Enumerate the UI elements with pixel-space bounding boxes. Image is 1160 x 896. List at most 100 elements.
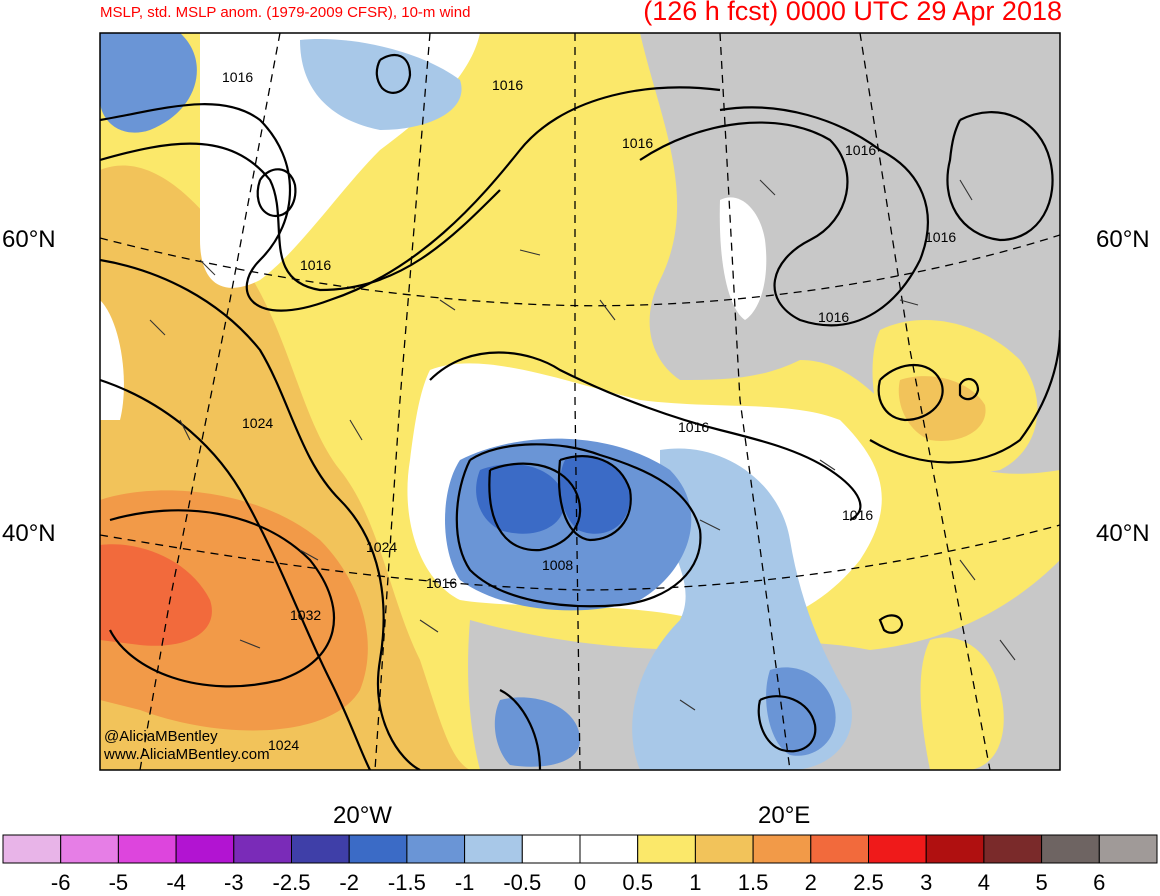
- anomaly-region-red: [100, 544, 212, 646]
- isobar-line: [375, 53, 412, 94]
- colorbar-tick-label: -6: [50, 870, 71, 895]
- lat-label-60n-left: 60°N: [2, 226, 56, 253]
- colorbar-swatch: [983, 834, 1043, 864]
- colorbar-tick-label: 5: [1035, 870, 1048, 895]
- isobar-line: [100, 378, 371, 770]
- colorbar-swatch: [60, 834, 119, 864]
- colorbar-swatch: [637, 834, 696, 864]
- colorbar-tick-label: 3: [920, 870, 933, 895]
- wind-barb: [149, 319, 166, 336]
- colorbar-tick-label: -1.5: [387, 870, 426, 895]
- wind-barb: [419, 619, 439, 633]
- isobar-line: [455, 443, 702, 608]
- isobar-label: 1016: [622, 135, 653, 151]
- isobar-line: [100, 258, 421, 770]
- anomaly-region-east-yellow-south: [920, 637, 1004, 770]
- colorbar: [2, 834, 1158, 864]
- anomaly-region-east-orange: [898, 376, 986, 441]
- colorbar-swatch: [1098, 834, 1158, 864]
- colorbar-tick-label: 1.5: [737, 870, 769, 895]
- wind-barb: [239, 639, 261, 649]
- map-title: MSLP, std. MSLP anom. (1979-2009 CFSR), …: [100, 4, 471, 21]
- isobar-label: 1008: [542, 557, 573, 573]
- isobar-label: 1016: [678, 419, 709, 435]
- lat-label-60n-right: 60°N: [1096, 226, 1150, 253]
- isobar-label: 1016: [300, 257, 331, 273]
- colorbar-swatch: [464, 834, 523, 864]
- anomaly-region-positive-sw: [100, 300, 124, 420]
- wind-barb: [599, 299, 616, 321]
- colorbar-swatch: [579, 834, 639, 864]
- colorbar-tick-label: -4: [166, 870, 186, 895]
- isobar-label: 1024: [268, 737, 299, 753]
- colorbar-swatch: [2, 834, 62, 864]
- wind-barb: [349, 419, 363, 441]
- isobar-line: [256, 168, 297, 218]
- isobar-label: 1016: [426, 575, 457, 591]
- wind-barb: [519, 249, 541, 256]
- colorbar-swatch: [868, 834, 927, 864]
- credit-handle: @AliciaMBentley: [104, 728, 218, 745]
- colorbar-swatch: [348, 834, 408, 864]
- lon-label-20e: 20°E: [758, 802, 811, 829]
- wind-barb: [959, 179, 973, 201]
- colorbar-tick-label: 0: [573, 870, 587, 895]
- isobar-label: 1016: [842, 507, 873, 523]
- isobar-label: 1016: [818, 309, 849, 325]
- isobar-line: [429, 351, 862, 521]
- wind-barb: [959, 559, 976, 581]
- graticule-20w: [139, 33, 281, 770]
- wind-barb: [899, 299, 919, 306]
- wind-barb: [999, 639, 1016, 661]
- isobar-line: [639, 106, 929, 327]
- graticule-20e: [859, 33, 991, 770]
- isobar-label: 1016: [222, 69, 253, 85]
- forecast-time-title: (126 h fcst) 0000 UTC 29 Apr 2018: [643, 0, 1062, 26]
- isobar-line: [109, 509, 335, 688]
- isobar-label: 1024: [366, 539, 397, 555]
- lat-label-40n-left: 40°N: [2, 520, 56, 547]
- colorbar-tick-label: 0.5: [622, 870, 653, 895]
- colorbar-tick-label: 6: [1093, 870, 1106, 895]
- isobar-line: [100, 142, 501, 292]
- colorbar-tick-label: -0.5: [503, 870, 542, 895]
- colorbar-swatch: [694, 834, 754, 864]
- colorbar-swatch: [175, 834, 235, 864]
- colorbar-swatch: [406, 834, 466, 864]
- wind-barb: [679, 699, 696, 711]
- wind-barb: [199, 259, 216, 276]
- isobar-line: [757, 695, 817, 753]
- isobar-line: [488, 462, 582, 552]
- isobar-line: [869, 329, 1060, 464]
- colorbar-swatch: [810, 834, 869, 864]
- wind-barb: [699, 519, 721, 531]
- isobar-label: 1016: [845, 142, 876, 158]
- colorbar-swatch: [117, 834, 177, 864]
- anomaly-region-africa-blue: [494, 697, 580, 767]
- isobar-line: [499, 689, 542, 770]
- graticule-40n: [100, 524, 1060, 591]
- wind-barb: [179, 419, 191, 441]
- wind-barb: [819, 459, 836, 471]
- credit-website: www.AliciaMBentley.com: [104, 746, 270, 763]
- isobar-line: [100, 86, 721, 312]
- colorbar-swatch: [1041, 834, 1100, 864]
- colorbar-tick-label: -2.5: [272, 870, 311, 895]
- graticule-10e: [719, 33, 791, 770]
- colorbar-tick-label: 1: [689, 870, 702, 895]
- graticule-10w: [374, 33, 431, 770]
- colorbar-tick-label: 2.5: [853, 870, 884, 895]
- colorbar-swatch: [521, 834, 581, 864]
- lon-label-20w: 20°W: [333, 802, 392, 829]
- colorbar-swatch: [925, 834, 985, 864]
- isobar-line: [946, 111, 1054, 242]
- colorbar-tick-label: -2: [339, 870, 359, 895]
- colorbar-swatch: [233, 834, 293, 864]
- colorbar-swatch: [291, 834, 350, 864]
- colorbar-tick-label: 4: [977, 870, 991, 895]
- wind-barb: [299, 549, 319, 561]
- wind-barb: [759, 179, 776, 196]
- wind-barb: [439, 299, 456, 311]
- colorbar-tick-label: 2: [804, 870, 817, 895]
